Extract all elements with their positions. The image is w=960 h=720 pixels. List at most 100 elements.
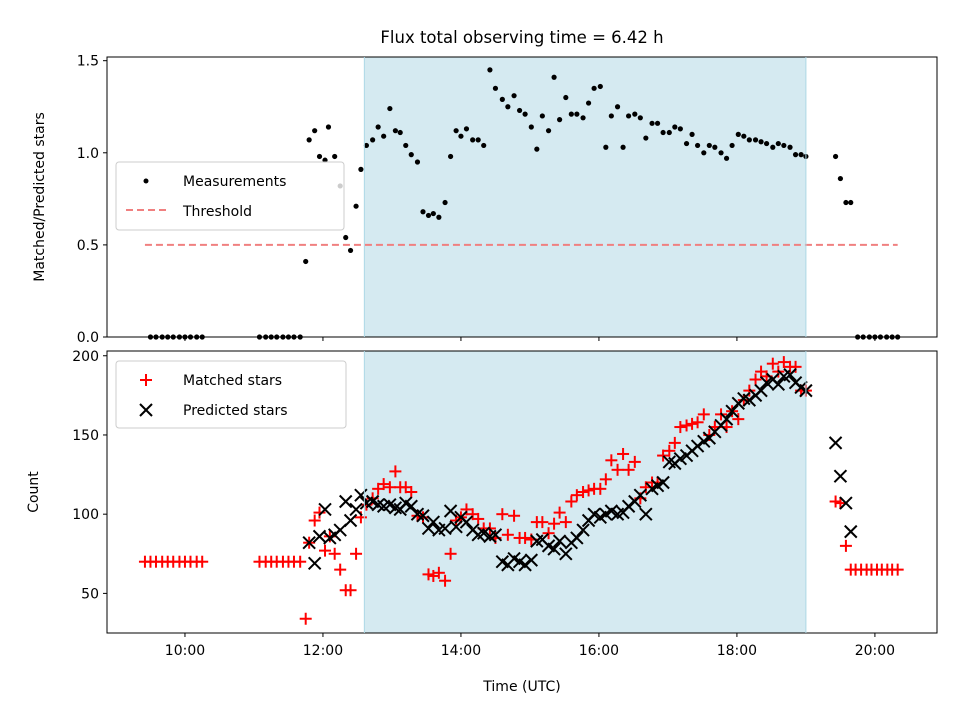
predicted-star-marker bbox=[559, 547, 573, 561]
marker-stroke bbox=[343, 513, 358, 528]
measurement-point bbox=[436, 214, 442, 220]
marker-stroke bbox=[535, 532, 550, 547]
matched-star-marker bbox=[334, 563, 347, 576]
measurement-point bbox=[614, 104, 621, 110]
marker-stroke bbox=[495, 555, 510, 569]
predicted-star-marker bbox=[307, 556, 322, 570]
x-tick-label: 20:00 bbox=[855, 643, 895, 659]
matched-star-marker bbox=[766, 357, 779, 370]
matched-star-marker bbox=[674, 421, 687, 434]
measurement-point bbox=[585, 100, 592, 106]
measurement-point bbox=[832, 153, 839, 160]
measurement-point bbox=[392, 128, 398, 134]
x-tick-label: 18:00 bbox=[717, 643, 757, 659]
measurement-point bbox=[746, 137, 752, 143]
predicted-star-marker bbox=[570, 531, 584, 545]
measurement-point bbox=[677, 126, 683, 132]
measurement-point bbox=[316, 153, 323, 160]
measurement-point bbox=[458, 133, 464, 139]
marker-stroke bbox=[633, 488, 648, 502]
measurement-point bbox=[539, 113, 545, 119]
marker-stroke bbox=[552, 534, 567, 548]
marker-stroke bbox=[639, 507, 653, 521]
measurement-point bbox=[654, 120, 661, 126]
measurement-point bbox=[312, 128, 318, 134]
y-tick-label: 0.0 bbox=[77, 330, 99, 346]
predicted-star-marker bbox=[518, 558, 532, 572]
measurement-point bbox=[397, 129, 403, 136]
legend-marker-matched bbox=[140, 374, 152, 386]
legend: Matched stars Predicted stars bbox=[115, 360, 347, 429]
predicted-star-marker bbox=[339, 494, 353, 509]
matched-star-marker bbox=[299, 612, 312, 625]
measurement-point bbox=[381, 133, 387, 139]
marker-stroke bbox=[302, 535, 316, 550]
measurement-point bbox=[580, 115, 586, 121]
matched-star-marker bbox=[570, 489, 583, 502]
predicted-star-marker bbox=[354, 488, 368, 502]
marker-stroke bbox=[438, 521, 452, 536]
measurement-point bbox=[843, 199, 849, 206]
predicted-star-marker bbox=[438, 521, 452, 536]
matched-star-marker bbox=[377, 478, 390, 491]
marker-stroke bbox=[488, 528, 503, 542]
measurement-point bbox=[442, 199, 448, 206]
matched-star-marker bbox=[611, 463, 624, 476]
predicted-star-marker bbox=[443, 504, 458, 518]
x-tick-label: 12:00 bbox=[303, 643, 343, 659]
matched-star-marker bbox=[472, 512, 485, 525]
matched-star-marker bbox=[686, 417, 699, 430]
marker-stroke bbox=[318, 502, 332, 517]
measurement-point bbox=[694, 142, 701, 149]
measurement-point bbox=[848, 199, 854, 206]
marker-stroke bbox=[449, 520, 463, 534]
measurement-point bbox=[763, 140, 770, 147]
measurement-point bbox=[741, 133, 747, 139]
marker-stroke bbox=[365, 494, 380, 509]
measurement-point bbox=[770, 144, 776, 150]
measurement-point bbox=[632, 111, 638, 117]
matched-star-marker bbox=[565, 495, 578, 508]
marker-stroke bbox=[459, 515, 474, 529]
measurement-point bbox=[735, 131, 741, 137]
marker-stroke bbox=[662, 455, 677, 469]
matched-star-marker bbox=[834, 497, 847, 510]
measurement-point bbox=[574, 111, 580, 117]
marker-stroke bbox=[587, 507, 601, 521]
marker-stroke bbox=[621, 499, 636, 513]
predicted-star-marker bbox=[839, 496, 853, 510]
predicted-star-marker bbox=[547, 542, 561, 556]
measurement-point bbox=[511, 93, 517, 99]
marker-stroke bbox=[725, 404, 739, 418]
predicted-star-marker bbox=[690, 439, 705, 453]
predicted-star-marker bbox=[426, 515, 441, 529]
marker-stroke bbox=[518, 558, 532, 572]
measurement-point bbox=[706, 142, 712, 149]
plot-frame bbox=[106, 350, 938, 634]
marker-stroke bbox=[339, 494, 353, 509]
predicted-star-marker bbox=[771, 377, 786, 391]
matched-star-marker bbox=[680, 419, 693, 432]
legend: Measurements Threshold bbox=[115, 161, 345, 231]
marker-stroke bbox=[512, 555, 527, 569]
measurement-point bbox=[637, 115, 643, 121]
measurement-point bbox=[597, 83, 603, 90]
marker-stroke bbox=[507, 551, 521, 566]
marker-stroke bbox=[524, 553, 539, 567]
measurement-point bbox=[499, 96, 505, 102]
measurement-point bbox=[752, 137, 759, 143]
predicted-star-marker bbox=[725, 404, 739, 418]
marker-stroke bbox=[604, 504, 619, 518]
matched-star-marker bbox=[599, 473, 612, 486]
matched-star-marker bbox=[294, 555, 307, 568]
predicted-star-marker bbox=[524, 553, 539, 567]
x-tick-label: 10:00 bbox=[165, 643, 205, 659]
predicted-star-marker bbox=[719, 412, 734, 426]
measurement-point bbox=[798, 152, 804, 158]
matched-star-marker bbox=[319, 544, 332, 557]
measurement-point bbox=[414, 159, 421, 165]
measurement-point bbox=[683, 140, 690, 147]
predicted-star-marker bbox=[388, 501, 403, 515]
marker-stroke bbox=[754, 383, 768, 398]
predicted-star-marker bbox=[552, 534, 567, 548]
